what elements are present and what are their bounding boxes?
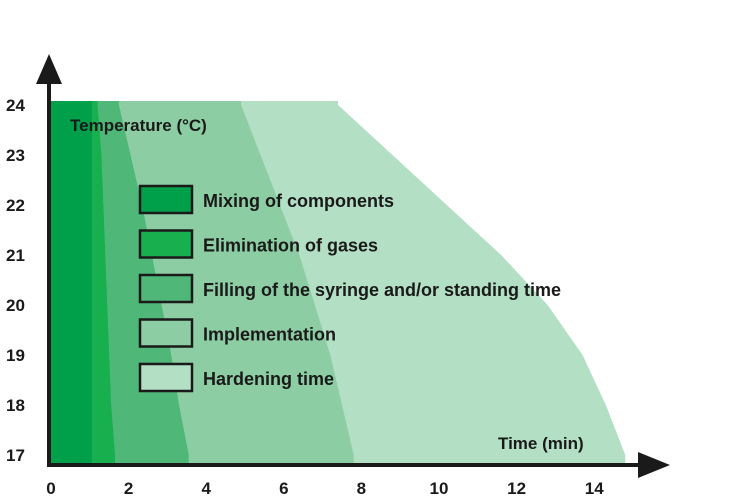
x-tick-label: 14 [585,479,604,498]
y-tick-label: 21 [6,246,25,265]
legend-label-implementation: Implementation [203,325,336,345]
y-tick-label: 19 [6,346,25,365]
x-tick-label: 10 [430,479,449,498]
y-axis-arrow [36,54,62,84]
legend-label-filling-of-the-syringe-and-or-standing-time: Filling of the syringe and/or standing t… [203,280,561,300]
y-tick-label: 23 [6,146,25,165]
y-tick-label: 22 [6,196,25,215]
x-tick-label: 4 [201,479,211,498]
legend-label-elimination-of-gases: Elimination of gases [203,236,378,256]
y-axis-title: Temperature (°C) [70,116,207,135]
legend-swatch-filling-of-the-syringe-and-or-standing-time [138,273,194,304]
legend-swatch-implementation [138,318,194,348]
area-layers [51,101,626,463]
legend-label-mixing-of-components: Mixing of components [203,191,394,211]
x-tick-label: 6 [279,479,288,498]
legend-swatch-mixing-of-components [138,184,194,215]
legend-swatch-elimination-of-gases [138,229,194,259]
y-tick-label: 18 [6,396,25,415]
x-tick-labels: 0 2 4 6 8 10 12 14 [46,479,604,498]
y-tick-label: 20 [6,296,25,315]
x-tick-label: 2 [124,479,133,498]
x-axis-arrow [638,452,670,478]
x-tick-label: 8 [357,479,366,498]
axes [36,54,670,478]
area-mixing-of-components [51,101,92,463]
y-tick-label: 17 [6,446,25,465]
y-tick-labels: 17 18 19 20 21 22 23 24 [6,96,25,465]
legend-swatch-hardening-time [138,362,194,393]
x-tick-label: 0 [46,479,55,498]
legend: Mixing of components Elimination of gases… [138,184,561,393]
y-tick-label: 24 [6,96,25,115]
x-axis-title: Time (min) [498,434,584,453]
x-tick-label: 12 [507,479,526,498]
legend-label-hardening-time: Hardening time [203,369,334,389]
